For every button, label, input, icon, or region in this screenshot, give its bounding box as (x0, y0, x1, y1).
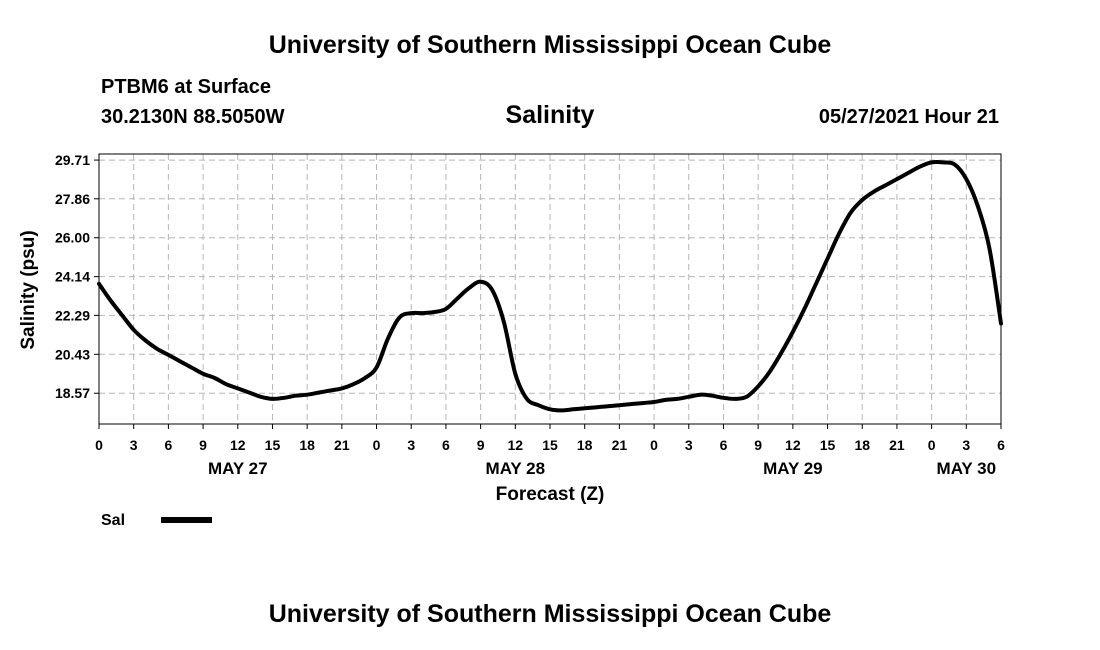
series-layer (97, 159, 1003, 413)
y-tick-label: 18.57 (55, 385, 90, 401)
y-tick-label: 22.29 (55, 307, 90, 323)
day-label: MAY 30 (937, 459, 997, 478)
x-tick-label: 6 (442, 437, 450, 453)
y-tick-label: 27.86 (55, 191, 90, 207)
x-tick-label: 9 (754, 437, 762, 453)
x-tick-label: 12 (508, 437, 524, 453)
x-tick-label: 3 (407, 437, 415, 453)
axis-ticks: 0 3 6 9 12 15 18 21 0 3 6 9 12 15 18 21 0 3 6 9 12 15 18 21 0 3 6 1… (55, 152, 1005, 478)
x-tick-label: 21 (889, 437, 905, 453)
y-tick-label: 24.14 (55, 269, 90, 285)
station-label: PTBM6 at Surface (101, 76, 272, 98)
x-tick-label: 21 (612, 437, 628, 453)
x-tick-label: 6 (164, 437, 172, 453)
x-tick-label: 12 (785, 437, 801, 453)
page-title: University of Southern Mississippi Ocean… (268, 31, 832, 59)
x-tick-label: 15 (542, 437, 558, 453)
x-tick-label: 3 (962, 437, 970, 453)
grid (98, 154, 1002, 424)
x-tick-label: 12 (230, 437, 246, 453)
day-label: MAY 27 (208, 459, 268, 478)
x-tick-label: 9 (199, 437, 207, 453)
footer-title: University of Southern Mississippi Ocean… (268, 600, 832, 628)
x-tick-label: 0 (95, 437, 103, 453)
x-tick-label: 3 (685, 437, 693, 453)
day-label: MAY 29 (763, 459, 823, 478)
y-tick-label: 29.71 (55, 152, 90, 168)
x-tick-label: 9 (477, 437, 485, 453)
legend-swatch (161, 517, 212, 523)
y-axis-title: Salinity (psu) (18, 230, 39, 349)
x-tick-label: 6 (997, 437, 1005, 453)
x-tick-label: 0 (373, 437, 381, 453)
y-tick-label: 20.43 (55, 346, 90, 362)
x-tick-label: 15 (820, 437, 836, 453)
day-label: MAY 28 (486, 459, 546, 478)
x-tick-label: 3 (130, 437, 138, 453)
x-tick-label: 0 (650, 437, 658, 453)
coordinates-label: 30.2130N 88.5050W (101, 106, 285, 128)
chart-title: Salinity (505, 101, 595, 129)
x-axis-title: Forecast (Z) (496, 484, 605, 505)
x-tick-label: 18 (854, 437, 870, 453)
datetime-label: 05/27/2021 Hour 21 (818, 106, 999, 128)
x-tick-label: 18 (577, 437, 593, 453)
legend-label: Sal (101, 512, 125, 529)
y-tick-label: 26.00 (55, 230, 90, 246)
x-tick-label: 6 (720, 437, 728, 453)
x-tick-label: 0 (928, 437, 936, 453)
x-tick-label: 15 (265, 437, 281, 453)
x-tick-label: 21 (334, 437, 350, 453)
x-tick-label: 18 (299, 437, 315, 453)
series-line-sal (97, 159, 1003, 413)
